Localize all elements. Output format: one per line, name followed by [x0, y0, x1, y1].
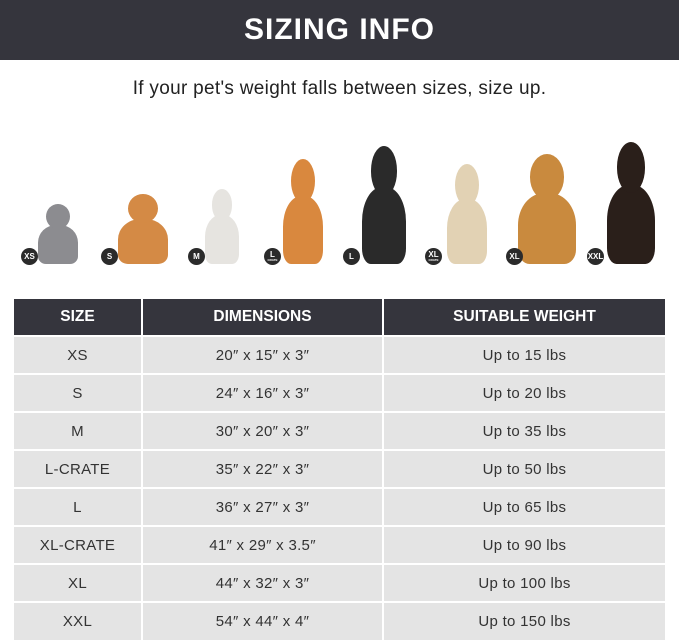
title-banner: SIZING INFO — [0, 0, 679, 60]
badge-label: XXL — [587, 251, 604, 261]
cell-weight: Up to 35 lbs — [382, 411, 665, 450]
badge-sub: CRATE — [267, 258, 278, 262]
cell-size: L — [14, 487, 142, 526]
cat-image — [38, 204, 78, 264]
table-row: S 24″ x 16″ x 3″ Up to 20 lbs — [14, 373, 665, 412]
table-row: L 36″ x 27″ x 3″ Up to 65 lbs — [14, 487, 665, 526]
table-row: XL-CRATE 41″ x 29″ x 3.5″ Up to 90 lbs — [14, 525, 665, 564]
badge-label: M — [193, 251, 200, 261]
size-badge: XL — [506, 248, 523, 265]
badge-label: L — [349, 251, 354, 261]
header-size: SIZE — [14, 299, 142, 336]
cell-size: XXL — [14, 601, 142, 640]
cell-weight: Up to 150 lbs — [382, 601, 665, 640]
cell-dimensions: 41″ x 29″ x 3.5″ — [141, 525, 383, 564]
cell-weight: Up to 100 lbs — [382, 563, 665, 602]
table-row: XXL 54″ x 44″ x 4″ Up to 150 lbs — [14, 601, 665, 640]
cell-weight: Up to 50 lbs — [382, 449, 665, 488]
cell-dimensions: 54″ x 44″ x 4″ — [141, 601, 383, 640]
size-badge: L — [343, 248, 360, 265]
size-badge: XL CRATE — [425, 248, 442, 265]
cell-weight: Up to 20 lbs — [382, 373, 665, 412]
cell-weight: Up to 90 lbs — [382, 525, 665, 564]
table-row: M 30″ x 20″ x 3″ Up to 35 lbs — [14, 411, 665, 450]
cell-dimensions: 44″ x 32″ x 3″ — [141, 563, 383, 602]
cell-dimensions: 36″ x 27″ x 3″ — [141, 487, 383, 526]
cell-size: XL — [14, 563, 142, 602]
cell-size: XS — [14, 335, 142, 374]
size-badge: XS — [21, 248, 38, 265]
size-badge: S — [101, 248, 118, 265]
size-badge: XXL — [587, 248, 604, 265]
cell-size: XL-CRATE — [14, 525, 142, 564]
cell-dimensions: 30″ x 20″ x 3″ — [141, 411, 383, 450]
cell-size: L-CRATE — [14, 449, 142, 488]
badge-label: XS — [24, 251, 35, 261]
sizing-table: SIZE DIMENSIONS SUITABLE WEIGHT XS 20″ x … — [14, 299, 665, 640]
table-header-row: SIZE DIMENSIONS SUITABLE WEIGHT — [14, 299, 665, 336]
badge-label: S — [106, 251, 113, 261]
header-weight: SUITABLE WEIGHT — [382, 299, 665, 336]
badge-label: L — [270, 250, 275, 259]
header-dimensions: DIMENSIONS — [141, 299, 383, 336]
doberman-image — [607, 142, 655, 264]
pomeranian-image — [118, 194, 168, 264]
table-row: L-CRATE 35″ x 22″ x 3″ Up to 50 lbs — [14, 449, 665, 488]
golden-retriever-image — [518, 154, 576, 264]
subtitle: If your pet's weight falls between sizes… — [132, 78, 547, 99]
cell-weight: Up to 15 lbs — [382, 335, 665, 374]
size-badge: M — [188, 248, 205, 265]
cell-size: M — [14, 411, 142, 450]
badge-label: XL — [509, 251, 520, 261]
badge-sub: CRATE — [428, 258, 439, 262]
table-row: XL 44″ x 32″ x 3″ Up to 100 lbs — [14, 563, 665, 602]
border-collie-image — [362, 146, 406, 264]
badge-label: XL — [428, 250, 439, 259]
cell-dimensions: 35″ x 22″ x 3″ — [141, 449, 383, 488]
cell-dimensions: 20″ x 15″ x 3″ — [141, 335, 383, 374]
size-badge: L CRATE — [264, 248, 281, 265]
cell-weight: Up to 65 lbs — [382, 487, 665, 526]
cell-size: S — [14, 373, 142, 412]
labrador-image — [447, 164, 487, 264]
cell-dimensions: 24″ x 16″ x 3″ — [141, 373, 383, 412]
french-bulldog-image — [205, 189, 239, 264]
table-row: XS 20″ x 15″ x 3″ Up to 15 lbs — [14, 335, 665, 374]
shiba-inu-image — [283, 159, 323, 264]
